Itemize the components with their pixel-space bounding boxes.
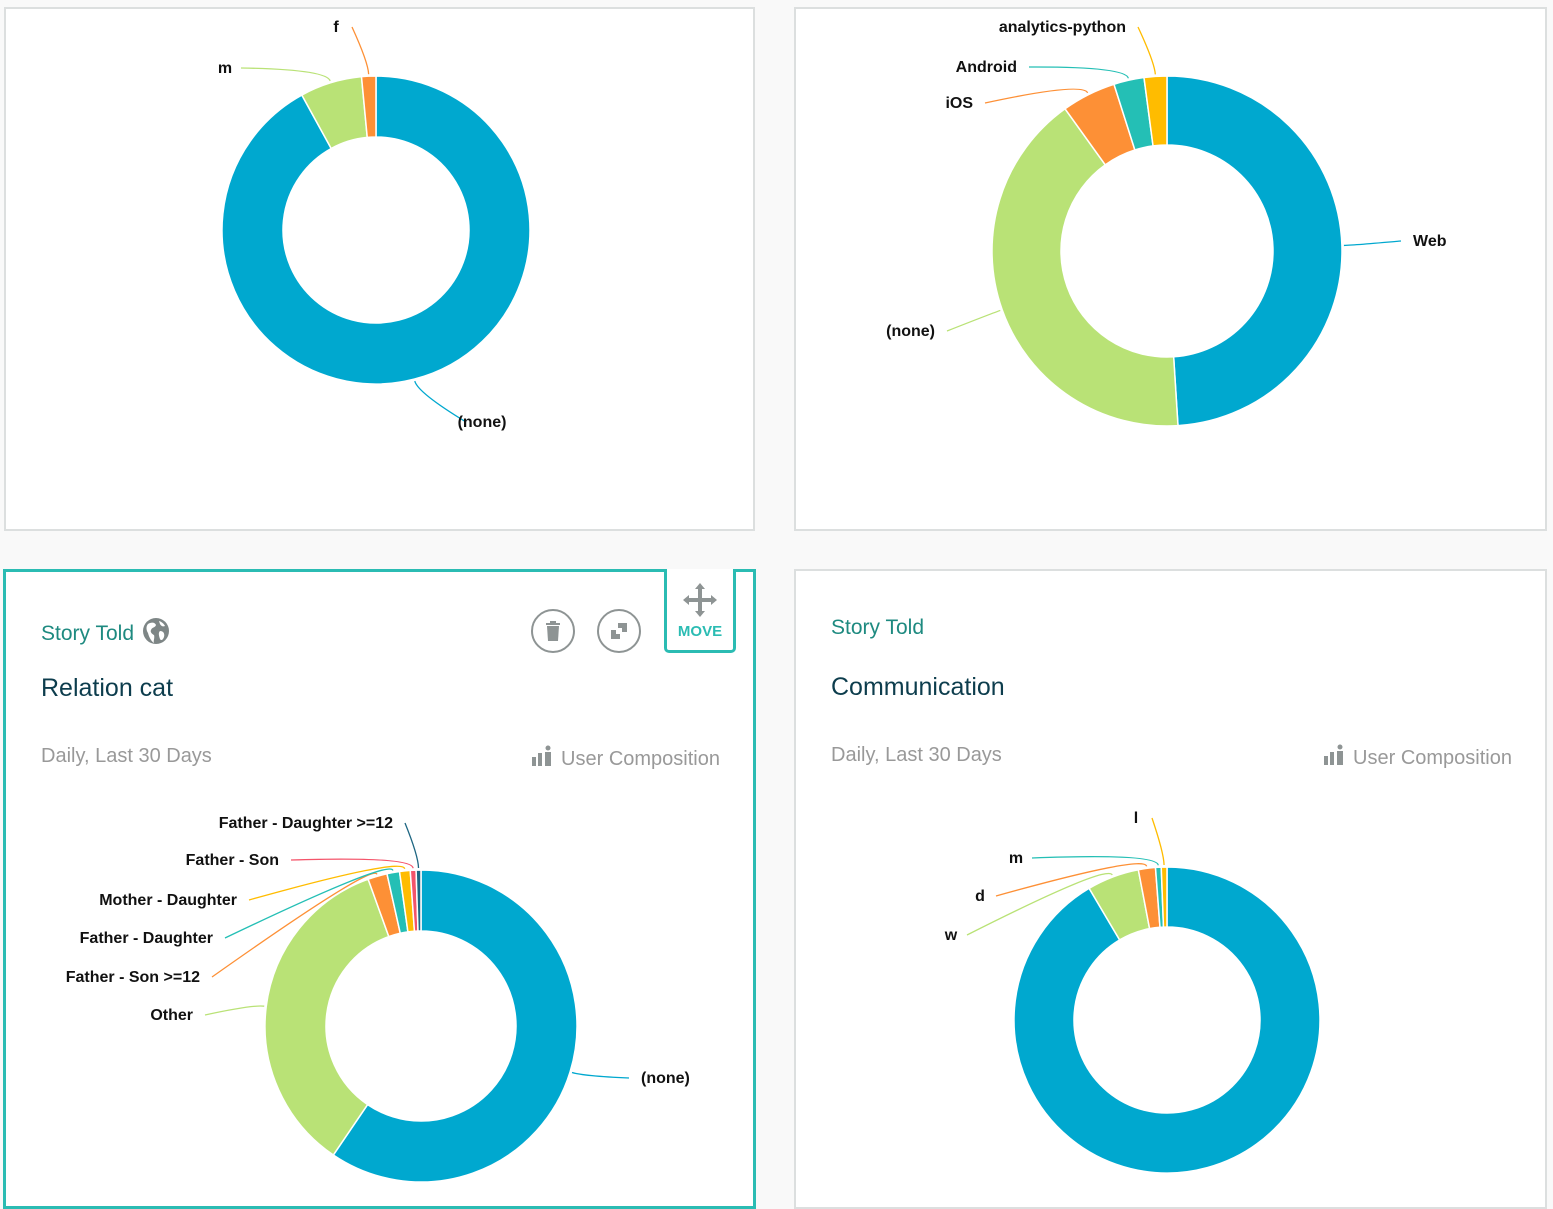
leader-line bbox=[204, 1005, 265, 1016]
user-composition-label: User Composition bbox=[561, 747, 720, 770]
slice-label: l bbox=[1134, 810, 1138, 827]
move-handle[interactable]: MOVE bbox=[664, 569, 736, 653]
slice-label: Father - Son bbox=[186, 852, 279, 869]
leader-line bbox=[966, 872, 1113, 936]
widget-title[interactable]: Relation cat bbox=[41, 674, 174, 702]
user-composition[interactable]: User Composition bbox=[1323, 744, 1512, 772]
delete-button[interactable] bbox=[531, 609, 575, 653]
leader-line bbox=[1137, 26, 1156, 75]
slice-label: Mother - Daughter bbox=[99, 892, 237, 909]
event-name[interactable]: Story Told bbox=[41, 617, 170, 651]
slice-web[interactable] bbox=[1166, 75, 1343, 427]
leader-line bbox=[248, 865, 406, 901]
donut-chart-1: (none) m f bbox=[218, 19, 531, 431]
date-range[interactable]: Daily, Last 30 Days bbox=[41, 745, 212, 767]
leader-line bbox=[1028, 66, 1130, 79]
event-name[interactable]: Story Told bbox=[831, 616, 924, 640]
leader-line bbox=[1151, 817, 1165, 866]
globe-icon bbox=[142, 617, 170, 651]
slice-unlabeled[interactable] bbox=[1013, 866, 1321, 1174]
date-range[interactable]: Daily, Last 30 Days bbox=[831, 744, 1002, 766]
slice-other[interactable] bbox=[264, 878, 390, 1157]
widget-title[interactable]: Communication bbox=[831, 673, 1005, 701]
leader-line bbox=[240, 67, 331, 82]
event-label[interactable]: Story Told bbox=[41, 622, 134, 645]
slice-label: Other bbox=[150, 1007, 193, 1024]
donut-chart-2: Web (none) iOS Android analytics-python bbox=[886, 19, 1447, 427]
leader-line bbox=[946, 309, 1001, 332]
user-composition-icon bbox=[531, 745, 555, 773]
slice-analytics-python[interactable] bbox=[1143, 75, 1168, 147]
slice-father-daughter-12[interactable] bbox=[415, 869, 422, 932]
slice-l[interactable] bbox=[1160, 866, 1168, 928]
leader-line bbox=[290, 858, 414, 869]
trash-icon bbox=[546, 621, 560, 641]
slice-label: iOS bbox=[945, 95, 973, 112]
leader-line bbox=[224, 868, 394, 939]
expand-icon bbox=[611, 623, 627, 639]
slice-label: m bbox=[218, 60, 232, 77]
leader-line bbox=[1031, 856, 1159, 866]
leader-line bbox=[1343, 240, 1402, 247]
leader-line bbox=[211, 872, 378, 978]
event-label[interactable]: Story Told bbox=[831, 616, 924, 639]
slice-label: (none) bbox=[886, 323, 935, 340]
leader-line bbox=[414, 380, 467, 423]
slice-label: (none) bbox=[458, 414, 507, 431]
slice-label: Father - Daughter bbox=[80, 930, 213, 947]
leader-line bbox=[404, 822, 420, 869]
slice--none-[interactable] bbox=[221, 75, 531, 385]
slice-label: m bbox=[1009, 850, 1023, 867]
slice-label: (none) bbox=[641, 1070, 690, 1087]
slice-label: Father - Daughter >=12 bbox=[219, 815, 393, 832]
slice-label: Father - Son >=12 bbox=[66, 969, 200, 986]
donut-chart-4: w d m l bbox=[944, 810, 1321, 1174]
expand-button[interactable] bbox=[597, 609, 641, 653]
user-composition[interactable]: User Composition bbox=[531, 745, 720, 773]
slice-label: d bbox=[975, 888, 985, 905]
leader-line bbox=[351, 26, 370, 75]
slice-label: Web bbox=[1413, 233, 1447, 250]
user-composition-label: User Composition bbox=[1353, 746, 1512, 769]
leader-line bbox=[984, 88, 1089, 104]
slice-label: analytics-python bbox=[999, 19, 1126, 36]
slice--none-[interactable] bbox=[332, 869, 578, 1183]
move-label: MOVE bbox=[677, 623, 723, 640]
slice-label: f bbox=[333, 19, 339, 36]
slice-f[interactable] bbox=[360, 75, 377, 139]
donut-chart-3: (none) Other Father - Son >=12 Father - Dau… bbox=[66, 815, 690, 1183]
move-arrows-icon bbox=[683, 583, 717, 617]
slice-label: w bbox=[944, 927, 958, 944]
slice--none-[interactable] bbox=[991, 107, 1179, 427]
slice-label: Android bbox=[956, 59, 1017, 76]
leader-line bbox=[571, 1071, 630, 1079]
user-composition-icon bbox=[1323, 744, 1347, 772]
leader-line bbox=[995, 863, 1148, 897]
